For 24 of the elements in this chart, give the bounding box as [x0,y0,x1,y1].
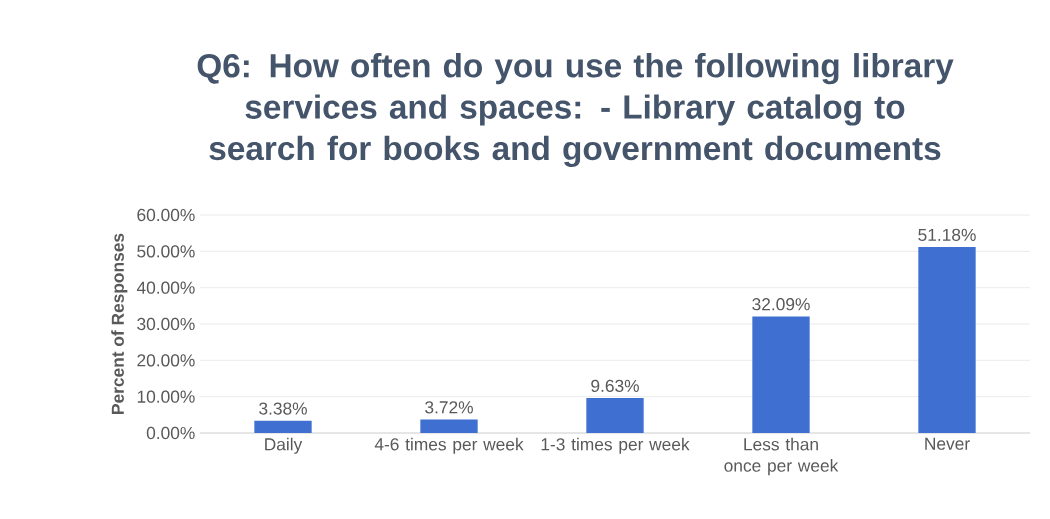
x-tick-label: 4-6 times per week [374,437,524,454]
bar [420,419,478,434]
data-label: 32.09% [752,298,810,311]
chart-title: Q6: How often do you use the following library services and spaces: - Library catalog to search for books and government documents [197,53,954,167]
data-label: 9.63% [591,379,639,392]
bar [918,247,976,434]
y-tick-label: 50.00% [137,245,195,258]
data-label: 3.38% [259,402,307,415]
bar [752,316,810,434]
y-tick-label: 0.00% [146,426,195,440]
data-label: 3.72% [425,401,473,414]
y-tick-label: 20.00% [137,354,195,367]
data-label: 51.18% [918,228,976,242]
x-tick-label: Never [925,437,970,450]
x-tick-label: Less than once per week [724,437,839,476]
bar [254,420,312,434]
y-tick-label: 40.00% [136,281,195,294]
x-tick-label: Daily [265,437,303,454]
y-axis-title: Percent of Responses [111,233,128,414]
y-tick-label: 60.00% [137,208,195,222]
x-tick-label: 1-3 times per week [541,437,690,454]
bar [586,398,644,434]
y-tick-label: 10.00% [137,390,195,403]
y-tick-label: 30.00% [137,317,195,331]
